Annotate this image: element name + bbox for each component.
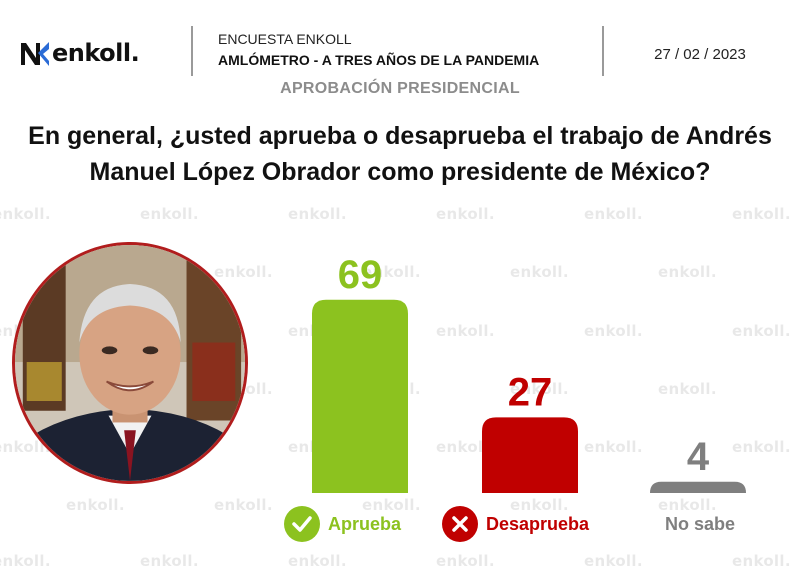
legend-no-sabe: No sabe: [665, 506, 735, 542]
data-label-no-sabe: 4: [687, 435, 710, 479]
president-portrait: [12, 242, 248, 484]
question-text: En general, ¿usted aprueba o desaprueba …: [0, 118, 800, 190]
enkoll-logo-icon: [21, 42, 49, 66]
brand-name: enkoll.: [52, 39, 140, 67]
question-line-1: En general, ¿usted aprueba o desaprueba …: [28, 122, 772, 150]
legend-aprueba-label: Aprueba: [328, 513, 402, 534]
bar-aprueba: [312, 299, 408, 493]
header-divider-left: [191, 26, 193, 76]
bar-no-sabe: [650, 481, 746, 493]
header: enkoll. ENCUESTA ENKOLL AMLÓMETRO - A TR…: [0, 0, 800, 108]
survey-name: ENCUESTA ENKOLL: [218, 31, 352, 47]
question-line-2: Manuel López Obrador como presidente de …: [89, 158, 711, 186]
survey-topic: AMLÓMETRO - A TRES AÑOS DE LA PANDEMIA: [218, 52, 540, 68]
legend-no-sabe-label: No sabe: [665, 513, 736, 534]
x-icon: [442, 506, 478, 542]
section-title: APROBACIÓN PRESIDENCIAL: [280, 80, 520, 97]
legend-desaprueba: Desaprueba: [442, 506, 589, 542]
data-label-desaprueba: 27: [508, 370, 553, 414]
legend-desaprueba-label: Desaprueba: [486, 513, 590, 534]
legend-aprueba: Aprueba: [284, 506, 401, 542]
survey-date: 27 / 02 / 2023: [654, 46, 746, 63]
bar-desaprueba: [482, 417, 578, 493]
portrait-illustration: [15, 245, 245, 481]
check-icon: [284, 506, 320, 542]
header-divider-right: [602, 26, 604, 76]
enkoll-logo: enkoll.: [18, 36, 140, 70]
data-label-aprueba: 69: [338, 253, 383, 297]
